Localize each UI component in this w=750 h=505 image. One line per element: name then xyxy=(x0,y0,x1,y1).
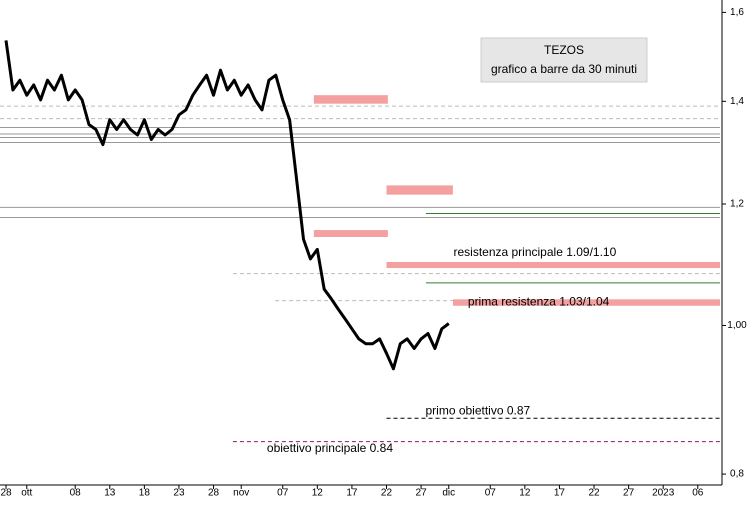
zone xyxy=(386,261,720,269)
x-tick-label: 27 xyxy=(416,488,428,499)
x-tick-label: 28 xyxy=(0,488,12,499)
x-tick-label: 27 xyxy=(623,488,635,499)
zone xyxy=(313,95,388,104)
level-label: obiettivo principale 0.84 xyxy=(267,441,393,455)
x-tick-label: 07 xyxy=(485,488,497,499)
x-tick-label: 2023 xyxy=(652,488,675,499)
y-tick-label: 1,2 xyxy=(730,199,744,210)
zone-label: prima resistenza 1.03/1.04 xyxy=(468,295,610,309)
x-tick-label: ott xyxy=(21,488,32,499)
y-tick-label: 1,6 xyxy=(730,7,744,18)
level-label: primo obiettivo 0.87 xyxy=(425,403,530,417)
chart-subtitle: grafico a barre da 30 minuti xyxy=(491,62,637,76)
y-tick-label: 1,4 xyxy=(730,96,744,107)
price-line xyxy=(4,40,450,371)
plot-area xyxy=(0,40,720,443)
x-tick-label: 12 xyxy=(312,488,324,499)
x-tick-label: 23 xyxy=(173,488,185,499)
x-tick-label: 06 xyxy=(692,488,704,499)
zone-label: resistenza principale 1.09/1.10 xyxy=(453,245,616,259)
y-tick-label: 1,00 xyxy=(727,320,747,331)
title-box xyxy=(480,37,648,83)
x-tick-label: 17 xyxy=(554,488,566,499)
x-tick-label: 07 xyxy=(277,488,289,499)
x-tick-label: 22 xyxy=(588,488,600,499)
zone xyxy=(386,185,453,195)
x-tick-label: 17 xyxy=(346,488,358,499)
x-tick-label: 08 xyxy=(70,488,82,499)
y-tick-label: 0,8 xyxy=(730,469,744,480)
x-tick-label: 13 xyxy=(104,488,116,499)
zone xyxy=(452,299,720,306)
x-tick-label: dic xyxy=(442,488,455,499)
zone xyxy=(313,230,388,238)
x-tick-label: 28 xyxy=(208,488,220,499)
chart-title: TEZOS xyxy=(544,43,584,57)
x-tick-label: 22 xyxy=(381,488,393,499)
x-tick-label: 18 xyxy=(139,488,151,499)
x-tick-label: nov xyxy=(233,488,249,499)
x-tick-label: 12 xyxy=(519,488,531,499)
